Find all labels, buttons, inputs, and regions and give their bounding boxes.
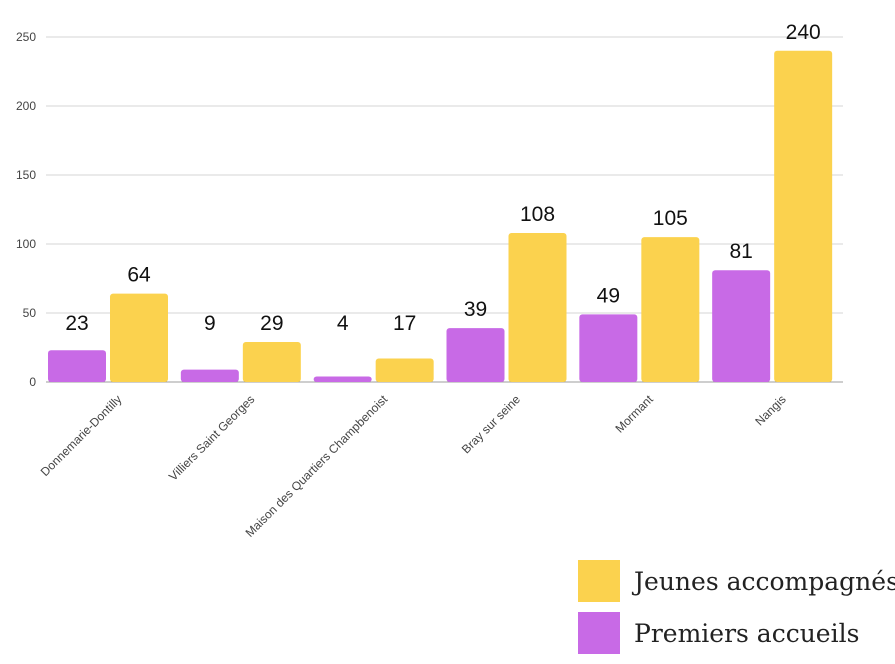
data-label: 240 [786, 21, 821, 44]
x-tick-label: Mormant [612, 392, 656, 436]
data-label: 49 [597, 284, 620, 307]
x-tick-label: Nangis [752, 392, 788, 428]
legend-label-premiers: Premiers accueils [634, 618, 860, 648]
bar-chart: 0 50 100 150 200 250 23 64 9 29 4 17 39 108 49 105 81 24… [16, 21, 843, 540]
data-label: 17 [393, 312, 416, 335]
x-axis-labels: Donnemarie-Dontilly Villiers Saint George… [38, 392, 789, 540]
data-label: 4 [337, 312, 349, 335]
grid-lines [46, 36, 843, 383]
data-label: 9 [204, 312, 216, 335]
legend-swatch-jeunes [578, 560, 620, 602]
bar-premiers [712, 270, 771, 382]
legend-item-jeunes[interactable]: Jeunes accompagnés [578, 560, 895, 602]
bars [48, 50, 833, 383]
y-tick-label: 0 [29, 375, 36, 389]
bar-jeunes [508, 232, 567, 382]
x-tick-label: Villiers Saint Georges [166, 392, 257, 483]
bar-premiers [446, 328, 505, 382]
value-labels: 23 64 9 29 4 17 39 108 49 105 81 240 [65, 21, 820, 335]
x-tick-label: Donnemarie-Dontilly [38, 392, 125, 479]
data-label: 23 [65, 312, 88, 335]
bar-premiers [48, 350, 106, 382]
y-tick-label: 50 [23, 306, 37, 320]
data-label: 39 [464, 298, 487, 321]
bar-premiers [313, 376, 372, 382]
data-label: 81 [729, 240, 752, 263]
x-tick-label: Bray sur seine [459, 392, 523, 456]
data-label: 64 [127, 264, 151, 287]
legend: Jeunes accompagnés Premiers accueils [578, 560, 895, 664]
y-tick-label: 100 [16, 237, 36, 251]
y-axis-ticks: 0 50 100 150 200 250 [16, 30, 36, 389]
bar-jeunes [375, 358, 434, 382]
data-label: 105 [653, 207, 688, 230]
y-tick-label: 250 [16, 30, 36, 44]
bar-jeunes [774, 50, 833, 383]
x-tick-label: Maison des Quartiers Champbenoist [243, 392, 391, 540]
bar-jeunes [242, 341, 301, 382]
bar-jeunes [110, 293, 168, 382]
data-label: 108 [520, 203, 555, 226]
bar-premiers [579, 314, 638, 382]
legend-item-premiers[interactable]: Premiers accueils [578, 612, 895, 654]
y-tick-label: 150 [16, 168, 36, 182]
bar-jeunes [641, 237, 700, 382]
legend-swatch-premiers [578, 612, 620, 654]
data-label: 29 [260, 312, 283, 335]
bar-premiers [180, 369, 239, 382]
y-tick-label: 200 [16, 99, 36, 113]
legend-label-jeunes: Jeunes accompagnés [634, 566, 895, 596]
